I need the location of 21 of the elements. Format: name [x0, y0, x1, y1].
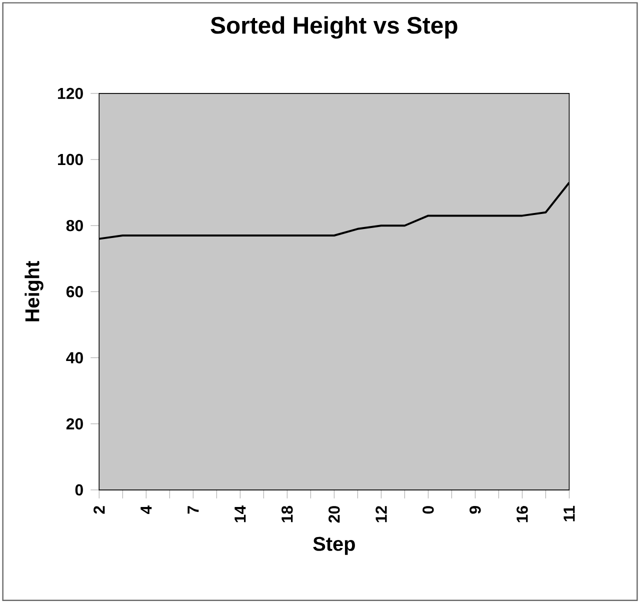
x-tick-label: 11	[564, 506, 575, 522]
y-tick-label: 60	[66, 286, 83, 298]
x-tick-label: 12	[376, 506, 387, 522]
y-tick-label: 120	[58, 88, 83, 99]
x-tick-label: 2	[94, 506, 105, 514]
x-tick-label: 7	[188, 506, 199, 514]
x-tick-label: 16	[516, 506, 528, 522]
y-tick-label: 20	[66, 418, 83, 430]
chart-title: Sorted Height vs Step	[210, 16, 458, 39]
x-tick-label: 9	[470, 506, 481, 514]
y-tick-label: 0	[75, 484, 83, 496]
y-tick-label: 80	[66, 220, 83, 232]
y-tick-label: 100	[58, 154, 83, 166]
y-axis-title: Height	[24, 260, 44, 322]
x-tick-label: 4	[140, 505, 152, 514]
x-tick-label: 20	[328, 506, 340, 522]
x-tick-label: 0	[422, 506, 434, 514]
x-axis-title: Step	[313, 536, 355, 555]
x-tick-label: 14	[234, 505, 246, 522]
y-tick-label: 40	[66, 352, 83, 364]
x-tick-label: 18	[282, 506, 293, 522]
